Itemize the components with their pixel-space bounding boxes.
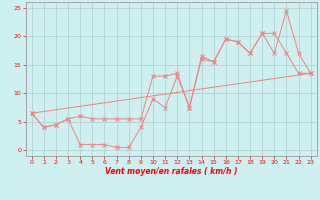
X-axis label: Vent moyen/en rafales ( km/h ): Vent moyen/en rafales ( km/h ) xyxy=(105,167,237,176)
